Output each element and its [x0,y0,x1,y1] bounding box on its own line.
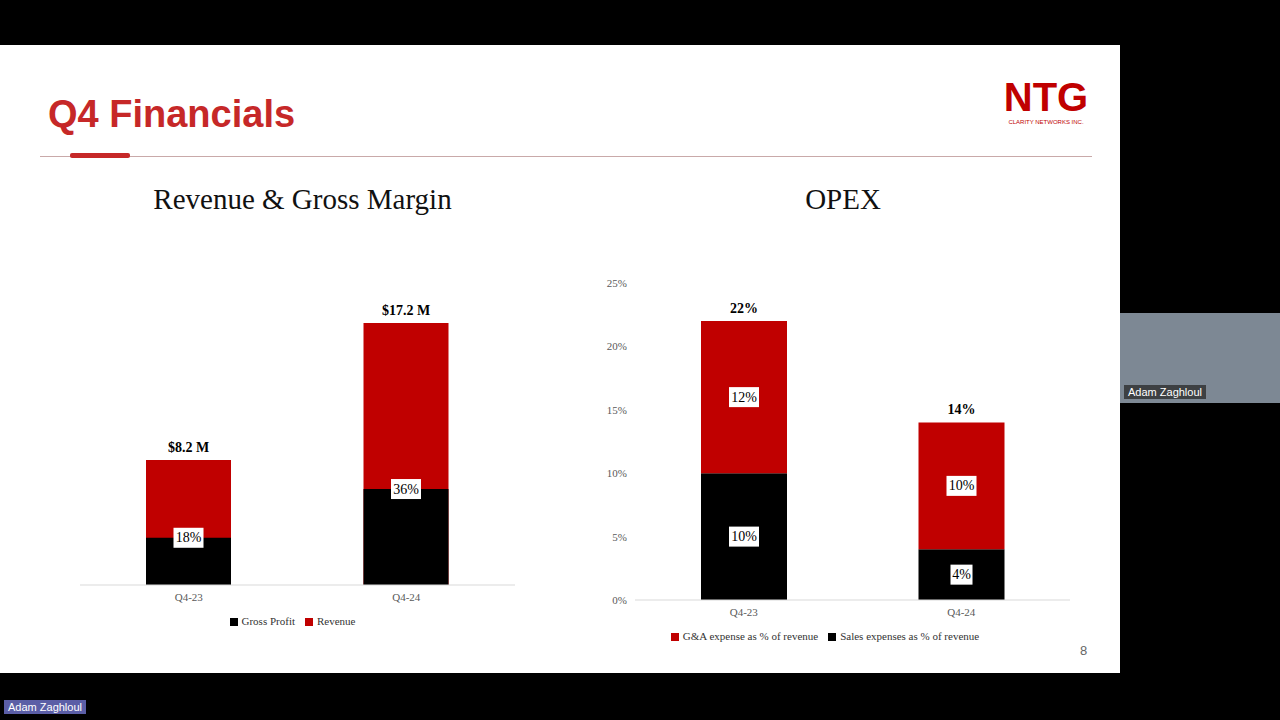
svg-text:22%: 22% [730,301,758,316]
html-text:8: 8 [1080,643,1088,658]
html-text:CLARITY NETWORKS INC.: CLARITY NETWORKS INC. [1008,119,1084,125]
svg-text:10%: 10% [731,529,757,544]
html-text:Revenue & Gross Margin: Revenue & Gross Margin [153,183,452,215]
svg-text:20%: 20% [607,340,627,352]
svg-text:25%: 25% [607,277,627,289]
svg-text:10%: 10% [607,467,627,479]
svg-text:$17.2 M: $17.2 M [382,303,430,318]
svg-text:4%: 4% [952,567,971,582]
html-text:OPEX: OPEX [805,183,881,215]
svg-text:Q4-24: Q4-24 [947,606,976,618]
html-text:Adam Zaghloul: Adam Zaghloul [8,701,82,713]
svg-text:18%: 18% [176,530,202,545]
svg-text:$8.2 M: $8.2 M [168,440,209,455]
svg-text:12%: 12% [731,390,757,405]
svg-text:Q4-23: Q4-23 [730,606,759,618]
html-text:Revenue: Revenue [317,615,356,627]
svg-text:Q4-23: Q4-23 [175,591,204,603]
svg-text:14%: 14% [948,402,976,417]
html-text:G&A expense as % of revenue: G&A expense as % of revenue [682,630,819,642]
svg-text:5%: 5% [612,531,627,543]
html-text:Q4 Financials: Q4 Financials [48,93,296,135]
svg-text:0%: 0% [612,594,627,606]
html-text:Gross Profit: Gross Profit [241,615,295,627]
svg-text:36%: 36% [393,482,419,497]
html-text:Sales expenses as % of revenue: Sales expenses as % of revenue [840,630,980,642]
svg-text:10%: 10% [949,478,975,493]
svg-text:15%: 15% [607,404,627,416]
html-text:NTG: NTG [1003,75,1089,119]
svg-text:Q4-24: Q4-24 [392,591,421,603]
html-text:Adam Zaghloul: Adam Zaghloul [1128,386,1202,398]
